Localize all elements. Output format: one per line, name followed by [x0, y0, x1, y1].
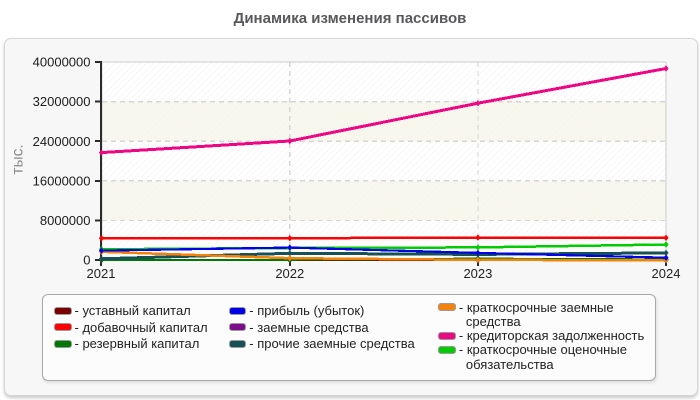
svg-text:16000000: 16000000: [33, 173, 91, 188]
svg-text:40000000: 40000000: [33, 55, 91, 70]
svg-text:2022: 2022: [275, 266, 304, 281]
svg-text:тыс.: тыс.: [10, 144, 27, 174]
svg-text:24000000: 24000000: [33, 134, 91, 149]
svg-text:2021: 2021: [87, 266, 116, 281]
svg-text:2023: 2023: [463, 266, 492, 281]
svg-text:0: 0: [83, 253, 90, 268]
svg-text:2024: 2024: [652, 266, 681, 281]
svg-text:32000000: 32000000: [33, 94, 91, 109]
svg-text:8000000: 8000000: [40, 213, 91, 228]
